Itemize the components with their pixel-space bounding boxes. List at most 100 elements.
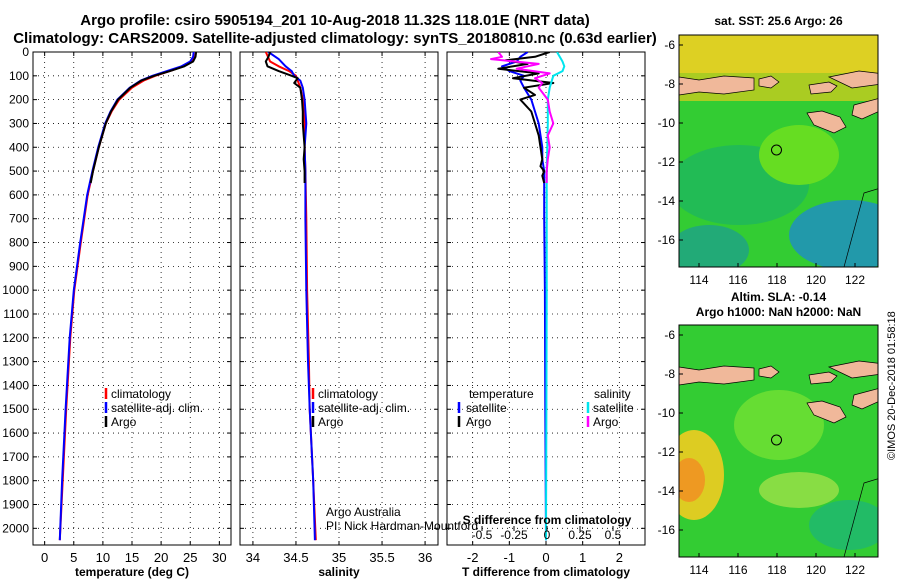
x-tick-label: 5 xyxy=(70,550,77,565)
depth-tick-label: 1000 xyxy=(2,283,29,297)
sla-map-subtitle: Argo h1000: NaN h2000: NaN xyxy=(695,305,862,319)
island-java xyxy=(679,75,755,96)
x-axis-label: salinity xyxy=(318,565,360,579)
salinity-profile-frame xyxy=(239,51,439,546)
depth-tick-label: 300 xyxy=(9,116,29,130)
island-sumba xyxy=(806,400,847,424)
sst-map-title: sat. SST: 25.6 Argo: 26 xyxy=(714,14,843,28)
island-java xyxy=(679,365,755,386)
island-timor xyxy=(851,98,878,120)
x-tick-label: 0 xyxy=(41,550,48,565)
legend-label: climatology xyxy=(318,387,378,401)
island-flores xyxy=(827,360,878,379)
map-y-tick-label: -16 xyxy=(658,523,676,537)
legend-label: satellite xyxy=(466,401,507,415)
map_sla-frame xyxy=(678,324,879,558)
depth-tick-label: 0 xyxy=(22,45,29,59)
legend-title-temperature: temperature xyxy=(469,387,534,401)
bathymetry-contour xyxy=(843,188,878,267)
legend-label: satellite-adj. clim. xyxy=(111,401,203,415)
depth-tick-label: 1100 xyxy=(3,307,29,321)
x-tick-label: 36 xyxy=(418,550,432,565)
map-y-tick-label: -14 xyxy=(658,484,676,498)
inner-tick-label: -0.25 xyxy=(500,528,528,542)
map-x-tick-label: 114 xyxy=(689,563,708,577)
salinity-profile: 34 34.5 35 35.5 36 salinity xyxy=(239,51,439,579)
map-x-tick-label: 116 xyxy=(728,273,747,287)
credit-line-2: PI: Nick Hardman-Mountford xyxy=(326,519,479,533)
map-y-tick-label: -12 xyxy=(658,155,676,169)
salinity-profile-series xyxy=(264,52,317,541)
temperature-profile: 0100200300400500600700800900100011001200… xyxy=(2,45,232,579)
sla-patch xyxy=(809,500,878,550)
map-y-tick-label: -8 xyxy=(664,77,675,91)
island-bali xyxy=(758,75,780,89)
map-x-tick-label: 120 xyxy=(806,563,826,577)
depth-tick-label: 400 xyxy=(9,140,29,154)
map-y-tick-label: -10 xyxy=(658,406,676,420)
figure-title-line-2: Climatology: CARS2009. Satellite-adjuste… xyxy=(13,30,657,47)
map-y-tick-label: -6 xyxy=(664,38,675,52)
credit-line-1: Argo Australia xyxy=(326,505,401,519)
depth-tick-label: 600 xyxy=(9,188,29,202)
depth-tick-label: 900 xyxy=(9,259,29,273)
bathymetry-contour xyxy=(843,478,878,557)
x-tick-label: 15 xyxy=(125,550,139,565)
depth-tick-label: 700 xyxy=(9,212,29,226)
depth-tick-label: 1400 xyxy=(2,378,29,392)
argo-float-marker xyxy=(771,434,782,446)
map-y-tick-label: -12 xyxy=(658,445,676,459)
depth-tick-label: 1300 xyxy=(2,355,29,369)
depth-tick-label: 800 xyxy=(9,236,29,250)
legend-label: Argo xyxy=(466,415,492,429)
sla-map-title: Altim. SLA: -0.14 xyxy=(730,290,827,304)
inner-tick-label: 0.5 xyxy=(605,528,622,542)
series-line-s-satellite xyxy=(545,52,566,541)
depth-tick-label: 1600 xyxy=(2,426,29,440)
x-tick-label: 25 xyxy=(183,550,197,565)
x-tick-label: -1 xyxy=(504,550,516,565)
depth-tick-label: 500 xyxy=(9,164,29,178)
series-line-argo xyxy=(89,52,198,184)
map_sst-frame xyxy=(678,34,879,268)
map-x-tick-label: 122 xyxy=(845,273,865,287)
map-x-tick-label: 122 xyxy=(845,563,865,577)
depth-tick-label: 1700 xyxy=(2,450,29,464)
series-line-t-argo xyxy=(497,52,555,184)
map-x-tick-label: 120 xyxy=(806,273,826,287)
island-flores xyxy=(827,70,878,89)
sla-high-patch xyxy=(679,458,705,502)
map_sla-image xyxy=(679,325,878,557)
x-tick-label: 35 xyxy=(332,550,346,565)
x-tick-label: 35.5 xyxy=(369,550,394,565)
x-tick-label: 10 xyxy=(96,550,110,565)
depth-tick-label: 2000 xyxy=(2,521,29,535)
temperature-profile-series xyxy=(58,52,198,541)
imos-stamp: ©IMOS 20-Dec-2018 01:58:18 xyxy=(886,311,898,460)
x-tick-label: 2 xyxy=(616,550,623,565)
inner-tick-label: 0.25 xyxy=(568,528,592,542)
legend-label: climatology xyxy=(111,387,171,401)
legend-label: Argo xyxy=(318,415,344,429)
inner-tick-label: -0.5 xyxy=(472,528,493,542)
cool-water-patch xyxy=(789,200,878,267)
x-tick-label: -2 xyxy=(467,550,479,565)
inner-axis-label: S difference from climatology xyxy=(463,513,632,527)
island-bali xyxy=(758,365,780,379)
map-y-tick-label: -8 xyxy=(664,367,675,381)
series-line-argo xyxy=(264,52,306,183)
warm-water-patch xyxy=(759,125,839,185)
depth-tick-label: 100 xyxy=(9,69,29,83)
map-x-tick-label: 118 xyxy=(767,273,786,287)
x-axis-label: temperature (deg C) xyxy=(75,565,189,579)
x-tick-label: 0 xyxy=(542,550,549,565)
map-x-tick-label: 114 xyxy=(689,273,708,287)
depth-tick-label: 200 xyxy=(9,93,29,107)
legend-label: satellite-adj. clim. xyxy=(318,401,410,415)
inner-tick-label: 0 xyxy=(544,528,551,542)
cool-water-patch xyxy=(679,225,749,267)
map-y-tick-label: -14 xyxy=(658,194,676,208)
map-x-tick-label: 116 xyxy=(728,563,747,577)
legend-title-salinity: salinity xyxy=(594,387,631,401)
